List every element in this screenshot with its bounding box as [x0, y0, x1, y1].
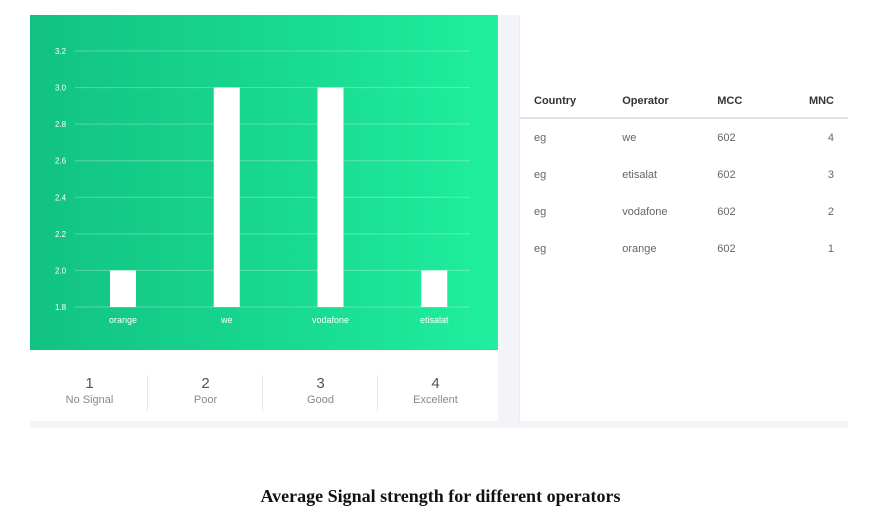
legend-item-no-signal: 1 No Signal [32, 375, 147, 408]
legend-label: Good [307, 394, 334, 406]
legend-item-poor: 2 Poor [148, 375, 263, 408]
legend-number: 3 [316, 375, 325, 392]
cell-operator: we [622, 131, 637, 144]
legend-label: No Signal [65, 394, 114, 406]
bar-chart: 1.8 2.0 2.2 2.4 2.6 2.8 3.0 3.2 orange we vodafone… [30, 15, 498, 350]
cell-country: eg [534, 242, 547, 255]
bar-orange [110, 270, 136, 307]
y-tick-label: 2.8 [55, 120, 67, 129]
y-tick-label: 2.2 [55, 230, 67, 239]
bar-etisalat [421, 270, 448, 307]
y-tick-label: 3.0 [55, 84, 67, 93]
cell-country: eg [534, 168, 547, 181]
cell-mnc: 2 [827, 205, 834, 218]
cell-mnc: 3 [827, 168, 834, 181]
bar-chart-svg: 1.8 2.0 2.2 2.4 2.6 2.8 3.0 3.2 orange we vodafone… [55, 47, 470, 325]
legend-item-excellent: 4 Excellent [378, 375, 493, 408]
legend-number: 4 [431, 375, 440, 392]
operators-table: Country Operator MCC MNC eg we 602 4 eg … [520, 85, 848, 267]
x-tick-label: we [220, 315, 233, 325]
x-tick-label: orange [109, 315, 137, 325]
cell-country: eg [534, 205, 547, 218]
cell-operator: orange [622, 242, 657, 255]
cell-mcc: 602 [717, 131, 736, 144]
table-row: eg vodafone 602 2 [520, 193, 848, 230]
column-header-country[interactable]: Country [520, 85, 609, 119]
cell-mcc: 602 [717, 242, 736, 255]
cell-mcc: 602 [717, 168, 736, 181]
signal-legend: 1 No Signal 2 Poor 3 Good 4 Excellent [30, 361, 498, 421]
legend-label: Poor [193, 394, 218, 406]
legend-item-good: 3 Good [263, 375, 378, 408]
table-header-row: Country Operator MCC MNC [520, 85, 848, 119]
signal-chart-card: 1.8 2.0 2.2 2.4 2.6 2.8 3.0 3.2 orange we vodafone… [30, 15, 498, 421]
x-tick-label: vodafone [312, 315, 349, 325]
legend-label: Excellent [413, 394, 458, 406]
legend-number: 1 [85, 375, 94, 392]
cell-mnc: 1 [827, 242, 834, 255]
legend-divider [377, 375, 378, 411]
operators-table-card: Country Operator MCC MNC eg we 602 4 eg … [519, 15, 849, 421]
cell-mnc: 4 [827, 131, 834, 144]
table-row: eg orange 602 1 [520, 230, 848, 267]
cell-country: eg [534, 131, 547, 144]
column-header-mnc[interactable]: MNC [764, 85, 848, 119]
column-header-operator[interactable]: Operator [608, 85, 704, 119]
table-row: eg we 602 4 [520, 118, 848, 156]
cell-operator: etisalat [622, 168, 658, 181]
y-tick-label: 2.4 [55, 193, 67, 202]
cell-mcc: 602 [717, 205, 736, 218]
figure-caption: Average Signal strength for different op… [260, 486, 621, 506]
legend-number: 2 [201, 375, 210, 392]
y-tick-label: 2.6 [55, 157, 67, 166]
legend-divider [147, 375, 148, 411]
legend-divider [262, 375, 263, 411]
column-header-mcc[interactable]: MCC [703, 85, 765, 119]
x-tick-label: etisalat [420, 315, 449, 325]
bar-we [213, 87, 240, 307]
y-tick-label: 3.2 [55, 47, 67, 56]
y-tick-label: 2.0 [55, 266, 67, 275]
cell-operator: vodafone [622, 205, 668, 218]
table-row: eg etisalat 602 3 [520, 156, 848, 193]
y-tick-label: 1.8 [55, 303, 67, 312]
bar-vodafone [317, 87, 344, 307]
